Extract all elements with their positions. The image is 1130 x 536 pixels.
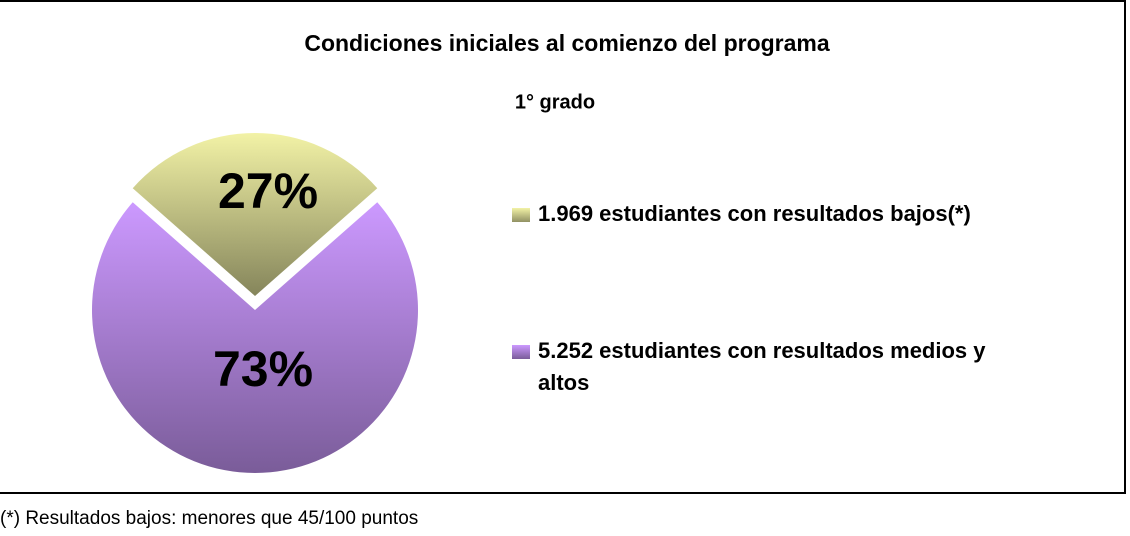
data-label: 73% <box>213 341 313 397</box>
footnote: (*) Resultados bajos: menores que 45/100… <box>0 508 419 529</box>
legend-label: 5.252 estudiantes con resultados medios … <box>538 338 986 395</box>
chart-frame <box>0 0 1126 494</box>
legend-item: 5.252 estudiantes con resultados medios … <box>512 335 992 399</box>
legend-swatch <box>512 345 530 359</box>
legend-item: 1.969 estudiantes con resultados bajos(*… <box>512 198 992 230</box>
data-label: 27% <box>218 163 318 219</box>
pie-slice <box>92 202 418 473</box>
chart-subtitle: 1° grado <box>515 91 595 113</box>
pie-slice <box>132 133 378 296</box>
chart-title: Condiciones iniciales al comienzo del pr… <box>304 30 830 56</box>
legend-label: 1.969 estudiantes con resultados bajos(*… <box>538 201 971 226</box>
chart: Condiciones iniciales al comienzo del pr… <box>92 30 830 473</box>
legend-swatch <box>512 208 530 222</box>
